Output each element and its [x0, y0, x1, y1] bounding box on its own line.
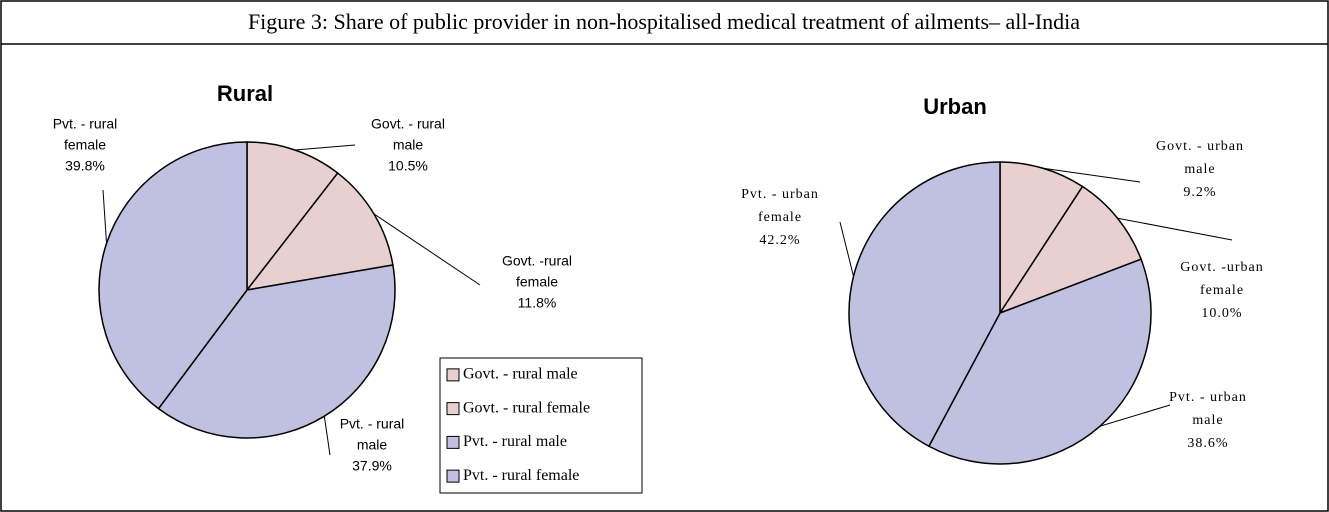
- legend-swatch: [446, 469, 460, 483]
- leader-line: [373, 213, 481, 286]
- chart-title: Rural: [217, 81, 273, 106]
- slice-label: male: [357, 437, 388, 453]
- legend-swatch: [446, 368, 460, 382]
- leader-line: [839, 221, 854, 277]
- slice-label: male: [1184, 162, 1215, 177]
- slice-label: male: [393, 137, 424, 153]
- slice-value-label: 38.6%: [1187, 436, 1228, 451]
- leader-line: [294, 144, 356, 151]
- slice-label: Govt. -rural: [502, 253, 572, 269]
- slice-value-label: 42.2%: [759, 233, 800, 248]
- pie-slice: [999, 161, 1084, 316]
- legend-swatch: [446, 435, 460, 449]
- slice-label: female: [516, 274, 558, 290]
- legend-label: Pvt. - rural female: [463, 467, 579, 484]
- slice-label: female: [64, 137, 106, 153]
- figure-title: Figure 3: Share of public provider in no…: [248, 9, 1080, 34]
- slice-label: male: [1192, 413, 1223, 428]
- leader-line: [1099, 404, 1171, 427]
- slice-label: Pvt. - urban: [741, 187, 819, 202]
- leader-line: [102, 189, 108, 244]
- leader-line: [1117, 217, 1233, 241]
- slice-value-label: 10.5%: [388, 158, 428, 174]
- legend-box: [439, 357, 643, 494]
- leader-line: [323, 416, 331, 456]
- pie-slice: [245, 172, 394, 292]
- slice-label: Pvt. - urban: [1169, 390, 1247, 405]
- slice-value-label: 10.0%: [1201, 306, 1242, 321]
- pie-slice: [157, 264, 396, 439]
- slice-label: Govt. - rural: [371, 116, 445, 132]
- slice-value-label: 11.8%: [518, 295, 557, 311]
- chart-title: Urban: [923, 94, 987, 119]
- pie-slice: [927, 258, 1152, 465]
- slice-label: Govt. -urban: [1180, 260, 1264, 275]
- slice-label: female: [758, 210, 802, 225]
- pie-slice: [246, 141, 339, 293]
- legend-label: Govt. - rural female: [463, 399, 590, 416]
- pie-slice: [848, 161, 1001, 448]
- slice-value-label: 9.2%: [1183, 185, 1216, 200]
- slice-label: Pvt. - rural: [340, 416, 405, 432]
- slice-label: Pvt. - rural: [53, 116, 118, 132]
- slice-value-label: 37.9%: [352, 458, 392, 474]
- legend-label: Govt. - rural male: [463, 366, 578, 383]
- pie-slice: [98, 141, 248, 410]
- legend-label: Pvt. - rural male: [463, 433, 567, 450]
- legend-swatch: [446, 402, 460, 416]
- slice-label: female: [1200, 283, 1244, 298]
- slice-value-label: 39.8%: [65, 158, 105, 174]
- slice-label: Govt. - urban: [1156, 139, 1244, 154]
- leader-line: [1042, 167, 1141, 183]
